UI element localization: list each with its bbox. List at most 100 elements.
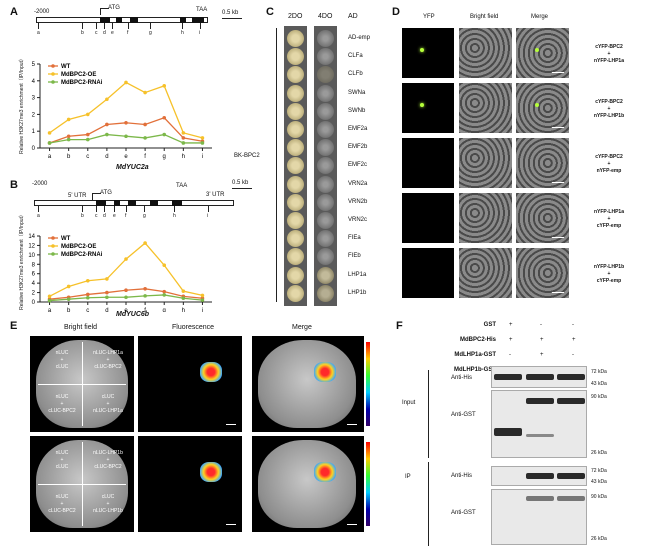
site-tick (114, 206, 115, 212)
site-label: b (81, 213, 84, 219)
luciferase-signal (314, 362, 336, 382)
bifc-construct-label: + (607, 161, 611, 167)
colony-2do (287, 266, 304, 284)
colony-4do (317, 193, 334, 211)
gene-a-scale: 0.5 kb (222, 10, 239, 16)
x-tick-label: a (48, 308, 52, 312)
data-point (143, 122, 147, 127)
x-tick-label: f (144, 308, 146, 312)
data-point (105, 132, 109, 137)
gene-a-exon (180, 17, 186, 23)
luc-construct-label: + (106, 501, 110, 507)
x-tick-label: i (202, 154, 203, 160)
data-point (124, 295, 128, 300)
luc-construct-label: cLUC-BPC2 (94, 464, 122, 470)
site-tick (208, 206, 209, 212)
x-tick-label: h (182, 154, 185, 160)
chart-a: 0 1 2 3 4 5 a b c d e f g h i WT MdBPC2-OE MdBPC2-RNAi (32, 62, 212, 160)
luc-construct-label: + (60, 501, 64, 507)
y2h-bait-label: BK-BPC2 (234, 153, 260, 159)
legend-label: WT (61, 64, 71, 70)
x-tick-label: f (144, 154, 146, 160)
luc-construct-label: + (60, 401, 64, 407)
band (557, 473, 585, 479)
legend-marker (51, 244, 55, 248)
y2h-row-label: SWNb (348, 107, 366, 114)
panel-b-label: B (10, 179, 18, 191)
data-point (200, 293, 205, 298)
y2h-row-label: LHP1b (348, 289, 367, 296)
bifc-construct-label: cYFP-BPC2 (595, 99, 623, 105)
site-label: b (81, 30, 84, 36)
bifc-yfp-image (402, 138, 454, 188)
colony-2do (287, 48, 304, 66)
site-label: d (103, 213, 106, 219)
site-tick (38, 23, 39, 29)
gene-b-scale-bar (232, 188, 252, 189)
pulldown-mark: - (572, 322, 574, 328)
leaf-divider-h (38, 484, 126, 485)
data-point (200, 136, 205, 140)
gene-b-exon (150, 200, 158, 206)
colony-4do (317, 175, 334, 193)
x-tick-label: c (86, 154, 89, 160)
data-point (143, 136, 147, 140)
data-point (47, 298, 52, 303)
pulldown-ip-label: IP (405, 474, 411, 480)
colony-4do (317, 84, 334, 102)
pulldown-mark: - (572, 352, 574, 358)
luc-header-bright: Bright field (64, 324, 98, 331)
band (494, 374, 522, 380)
site-label: i (199, 30, 201, 36)
y2h-row-label: CLFa (348, 53, 363, 60)
data-point (66, 134, 71, 139)
kda-72: 72 kDa (591, 369, 607, 375)
site-label: g (143, 213, 146, 219)
y2h-row-label: CLFb (348, 71, 363, 78)
data-point (66, 137, 71, 142)
luciferase-signal (314, 462, 336, 482)
luc-panel-1 (138, 336, 242, 432)
data-point (105, 295, 109, 300)
gene-b-utr5: 5' UTR (68, 193, 87, 199)
site-tick (126, 206, 127, 212)
gene-b-start: -2000 (32, 181, 48, 187)
y2h-divider (276, 28, 277, 302)
data-point (162, 115, 167, 120)
colony-4do (317, 248, 334, 266)
gene-a-exon (192, 17, 204, 23)
scale-bar (347, 424, 357, 425)
blot-2-label: Anti-GST (451, 412, 476, 418)
yfp-signal (420, 103, 424, 107)
site-label: h (181, 30, 184, 36)
pulldown-bracket-input (428, 370, 429, 458)
data-point (124, 80, 128, 85)
pulldown-input-label: Input (402, 400, 416, 406)
bifc-merge-image (516, 193, 569, 243)
colony-4do (317, 212, 334, 229)
scale-bar (552, 127, 564, 128)
luc-construct-label: nLUC-LHP1a (93, 350, 123, 356)
data-point (124, 288, 128, 293)
kda-26: 26 kDa (591, 450, 607, 456)
gene-b-taa: TAA (176, 183, 188, 189)
merge-signal (535, 48, 539, 52)
data-point (85, 292, 90, 297)
site-tick (112, 23, 113, 29)
pulldown-mark: + (572, 337, 576, 343)
site-label: c (95, 30, 98, 36)
site-label: c (95, 213, 98, 219)
gene-b-exon (128, 200, 136, 206)
site-tick (128, 23, 129, 29)
y2h-row-label: AD-emp (348, 35, 371, 41)
data-point (162, 84, 167, 88)
colony-2do (287, 66, 304, 84)
bifc-merge-image (516, 28, 569, 78)
colorbar (366, 442, 370, 526)
luc-construct-label: cLUC-BPC2 (48, 408, 76, 414)
data-point (124, 134, 128, 139)
data-point (181, 296, 186, 301)
x-tick-label: b (67, 154, 71, 160)
chart-a-ylabel: Relative H3K27me3 enrichment（IP/Input） (19, 56, 25, 154)
colony-2do (287, 102, 304, 120)
